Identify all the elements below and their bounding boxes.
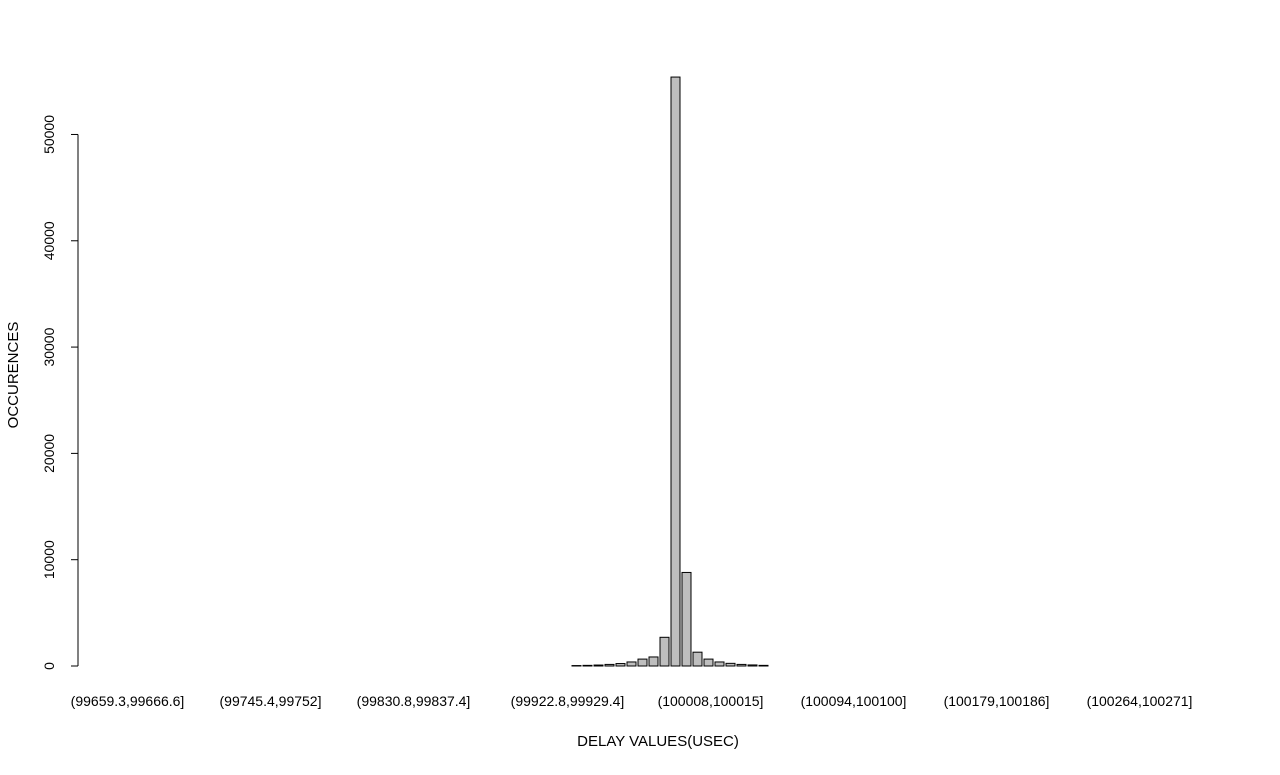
histogram-bar (682, 572, 691, 666)
histogram-bar (715, 662, 724, 666)
x-tick-label: (99922.8,99929.4] (511, 693, 625, 709)
histogram-bar (649, 657, 658, 666)
histogram-bar (605, 664, 614, 666)
y-tick-label: 40000 (41, 221, 57, 260)
x-tick-label: (100179,100186] (944, 693, 1050, 709)
y-tick-label: 30000 (41, 327, 57, 366)
histogram-bar (704, 659, 713, 666)
histogram-bar (693, 652, 702, 666)
histogram-bar (671, 77, 680, 666)
histogram-bar (627, 662, 636, 666)
y-tick-label: 10000 (41, 540, 57, 579)
x-tick-label: (100008,100015] (658, 693, 764, 709)
histogram-bar (759, 665, 768, 666)
y-tick-label: 50000 (41, 115, 57, 154)
x-tick-label: (100264,100271] (1087, 693, 1193, 709)
histogram-bar (594, 665, 603, 666)
x-axis-title: DELAY VALUES(USEC) (577, 733, 739, 750)
histogram-bar (583, 665, 592, 666)
histogram-bar (726, 663, 735, 666)
x-tick-label: (99659.3,99666.6] (71, 693, 185, 709)
y-tick-label: 20000 (41, 434, 57, 473)
histogram-bar (616, 664, 625, 666)
histogram-bar (748, 665, 757, 666)
y-axis: 0 10000 20000 30000 40000 50000 (41, 115, 78, 670)
x-tick-label: (100094,100100] (801, 693, 907, 709)
bars-layer (572, 77, 768, 666)
histogram-bar (638, 659, 647, 666)
y-axis-title: OCCURENCES (5, 322, 22, 429)
histogram-bar (737, 664, 746, 666)
x-tick-label: (99745.4,99752] (220, 693, 322, 709)
x-tick-label: (99830.8,99837.4] (357, 693, 471, 709)
x-tick-labels: (99659.3,99666.6] (99745.4,99752] (99830.8… (71, 693, 1193, 709)
histogram-bar (660, 637, 669, 666)
y-tick-label: 0 (41, 662, 57, 670)
